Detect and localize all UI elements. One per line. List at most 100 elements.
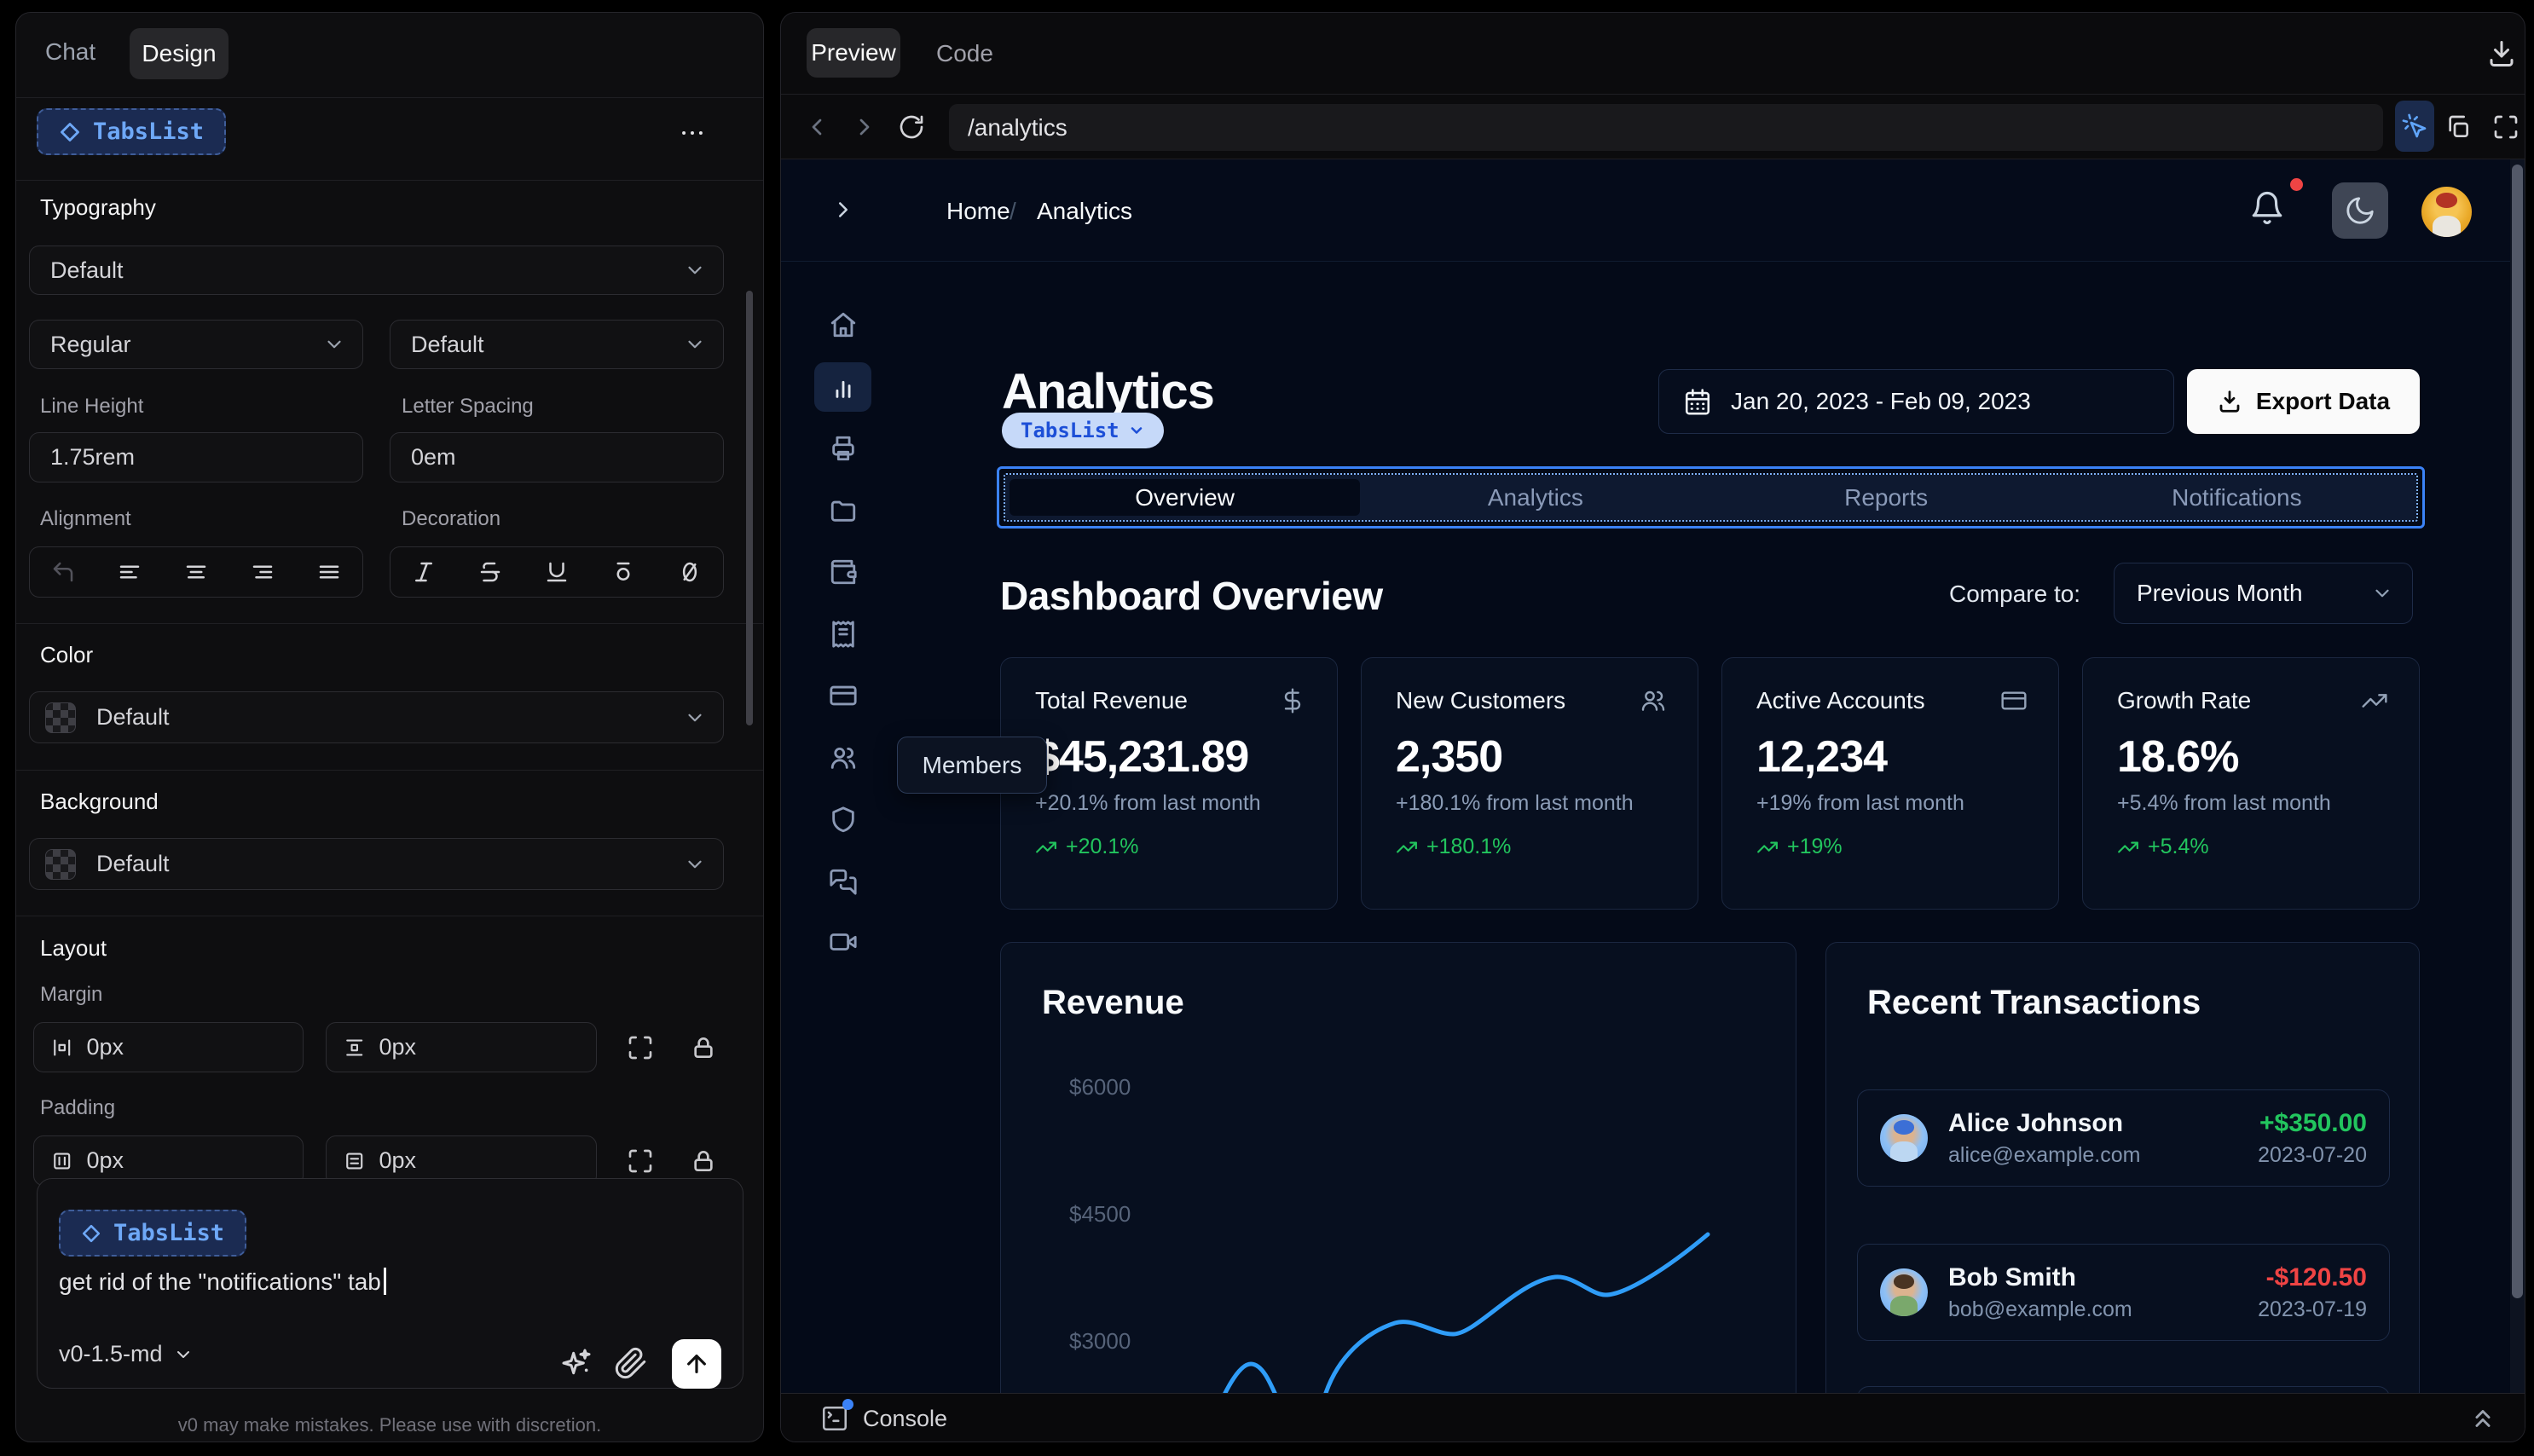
selection-label-chip[interactable]: TabsList	[1002, 413, 1164, 448]
tab-code[interactable]: Code	[936, 40, 993, 66]
attach-button[interactable]	[614, 1346, 648, 1380]
stat-card-active-accounts: Active Accounts 12,234 +19% from last mo…	[1721, 657, 2059, 910]
transactions-card: Recent Transactions Alice Johnson alice@…	[1825, 942, 2420, 1393]
margin-label: Margin	[40, 983, 103, 1006]
duplicate-button[interactable]	[2444, 113, 2472, 141]
rail-video-item[interactable]	[814, 917, 871, 967]
date-range-picker[interactable]: Jan 20, 2023 - Feb 09, 2023	[1658, 369, 2174, 434]
align-center-button[interactable]	[183, 559, 209, 585]
url-bar[interactable]	[949, 104, 2383, 151]
align-left-button[interactable]	[117, 559, 142, 585]
no-decoration-button[interactable]	[677, 559, 703, 585]
section-title: Dashboard Overview	[1000, 574, 1383, 618]
undo-align-button[interactable]	[50, 559, 76, 585]
align-right-button[interactable]	[250, 559, 275, 585]
rail-security-item[interactable]	[814, 795, 871, 845]
align-justify-button[interactable]	[316, 559, 342, 585]
user-avatar[interactable]	[2421, 187, 2472, 237]
rail-members-item[interactable]	[814, 733, 871, 783]
console-expand-button[interactable]	[2468, 1404, 2497, 1433]
rail-cards-item[interactable]	[814, 671, 871, 720]
padding-y-input[interactable]	[365, 1147, 596, 1174]
design-panel-scrollbar[interactable]	[746, 291, 753, 725]
background-select[interactable]: Default	[29, 838, 724, 890]
rail-wallet-item[interactable]	[814, 547, 871, 597]
overline-button[interactable]	[610, 559, 636, 585]
margin-x-field[interactable]	[33, 1022, 304, 1072]
rail-files-item[interactable]	[814, 486, 871, 535]
url-input[interactable]	[949, 113, 2383, 142]
forward-button[interactable]	[851, 113, 878, 141]
underline-button[interactable]	[544, 559, 570, 585]
inspect-button[interactable]	[2395, 101, 2434, 152]
letter-spacing-input[interactable]	[391, 444, 723, 471]
margin-y-input[interactable]	[365, 1034, 596, 1060]
sidebar-toggle[interactable]	[830, 197, 856, 222]
font-weight-select[interactable]: Regular	[29, 320, 363, 369]
wallet-icon	[830, 559, 857, 585]
enhance-button[interactable]	[559, 1346, 593, 1380]
tab-reports[interactable]: Reports	[1844, 483, 1929, 511]
chevron-down-icon	[688, 714, 702, 721]
rail-analytics-item[interactable]	[814, 362, 871, 412]
italic-button[interactable]	[411, 559, 437, 585]
back-button[interactable]	[803, 113, 830, 141]
send-button[interactable]	[672, 1339, 721, 1389]
compare-select[interactable]: Previous Month	[2114, 563, 2413, 624]
maximize-icon	[2494, 115, 2518, 139]
line-height-field[interactable]	[29, 432, 363, 482]
refresh-button[interactable]	[898, 113, 925, 141]
margin-expand-button[interactable]	[627, 1034, 654, 1061]
viewport-scrollbar[interactable]	[2510, 159, 2525, 1393]
chat-message-input[interactable]: get rid of the "notifications" tab	[59, 1268, 386, 1296]
tab-analytics[interactable]: Analytics	[1487, 483, 1583, 511]
model-selector[interactable]: v0-1.5-md	[59, 1341, 194, 1367]
rail-messages-item[interactable]	[814, 857, 871, 906]
tab-preview[interactable]: Preview	[807, 28, 900, 78]
tab-chat[interactable]: Chat	[45, 38, 96, 65]
breadcrumb-home[interactable]: Home	[946, 198, 1010, 224]
tab-notifications[interactable]: Notifications	[2172, 483, 2302, 511]
theme-toggle-button[interactable]	[2332, 182, 2388, 239]
divider	[16, 180, 763, 181]
chat-context-label: TabsList	[113, 1220, 225, 1246]
rail-billing-item[interactable]	[814, 610, 871, 659]
fullscreen-button[interactable]	[2492, 113, 2520, 141]
stat-card-total-revenue: Total Revenue $45,231.89 +20.1% from las…	[1000, 657, 1338, 910]
panel-menu-button[interactable]	[678, 118, 707, 147]
margin-x-input[interactable]	[72, 1034, 303, 1060]
padding-lock-button[interactable]	[690, 1147, 717, 1175]
rail-reports-item[interactable]	[814, 424, 871, 473]
bell-icon	[2252, 192, 2282, 224]
console-bar[interactable]: Console	[781, 1393, 2525, 1442]
transaction-row[interactable]: Bob Smith bob@example.com -$120.50 2023-…	[1857, 1244, 2390, 1341]
margin-y-field[interactable]	[326, 1022, 597, 1072]
chevron-left-icon	[812, 118, 822, 136]
chat-context-chip[interactable]: TabsList	[59, 1210, 247, 1257]
padding-expand-button[interactable]	[627, 1147, 654, 1175]
margin-lock-button[interactable]	[690, 1034, 717, 1061]
chevron-right-icon	[839, 202, 848, 217]
tab-overview[interactable]: Overview	[1010, 479, 1361, 516]
export-data-button[interactable]: Export Data	[2187, 369, 2420, 434]
tab-design[interactable]: Design	[130, 28, 229, 79]
download-button[interactable]	[2486, 38, 2517, 69]
y-axis-tick: $6000	[1069, 1074, 1131, 1100]
color-select[interactable]: Default	[29, 691, 724, 743]
padding-x-field[interactable]	[33, 1135, 304, 1186]
printer-icon	[831, 436, 854, 461]
line-height-input[interactable]	[30, 444, 362, 471]
font-family-select[interactable]: Default	[29, 246, 724, 295]
strikethrough-button[interactable]	[477, 559, 503, 585]
notifications-button[interactable]	[2249, 178, 2303, 226]
viewport-scrollbar-thumb[interactable]	[2512, 165, 2523, 1298]
chat-input-box[interactable]: TabsList get rid of the "notifications" …	[37, 1178, 743, 1389]
transaction-row[interactable]: Alice Johnson alice@example.com +$350.00…	[1857, 1089, 2390, 1187]
selected-component-chip[interactable]: TabsList	[37, 108, 227, 155]
undo-icon	[53, 562, 73, 582]
rail-home-item[interactable]	[814, 300, 871, 350]
padding-x-input[interactable]	[72, 1147, 303, 1174]
stats-grid: Total Revenue $45,231.89 +20.1% from las…	[1000, 657, 2420, 910]
font-size-select[interactable]: Default	[390, 320, 724, 369]
letter-spacing-field[interactable]	[390, 432, 724, 482]
